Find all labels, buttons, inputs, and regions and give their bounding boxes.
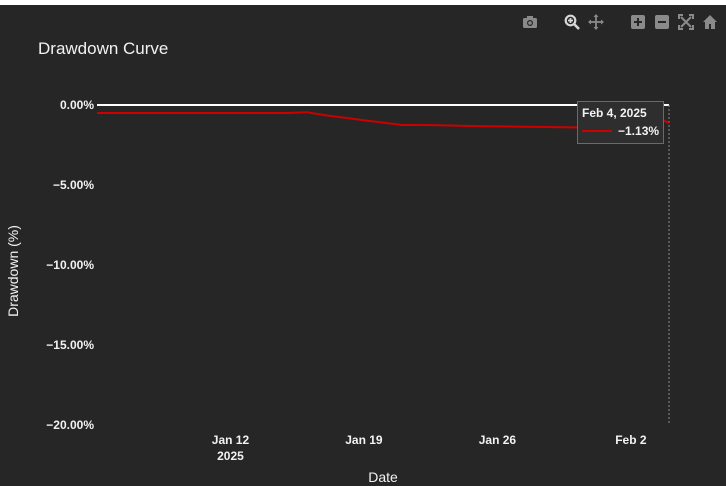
autoscale-icon[interactable] (678, 14, 694, 30)
hover-tooltip: Feb 4, 2025 −1.13% (577, 101, 665, 144)
drawdown-data-point (148, 107, 160, 119)
drawdown-data-point (415, 119, 427, 131)
x-tick-label: Jan 19 (345, 433, 383, 447)
reset-axes-icon[interactable] (702, 14, 718, 30)
drawdown-data-point (320, 109, 332, 121)
drawdown-data-point (186, 107, 198, 119)
drawdown-data-point (167, 107, 179, 119)
y-axis-title: Drawdown (%) (5, 225, 21, 317)
camera-icon[interactable] (522, 14, 538, 30)
x-tick-label: Jan 12 (212, 433, 250, 447)
hover-value-label: −1.13% (618, 124, 660, 138)
drawdown-data-point (549, 121, 561, 133)
drawdown-data-point (282, 107, 294, 119)
drawdown-chart[interactable]: 0.00% −5.00% −10.00% −15.00% −20.00% Jan 12 20… (0, 5, 726, 486)
drawdown-data-point (377, 117, 389, 129)
drawdown-data-point (224, 107, 236, 119)
drawdown-data-point (396, 119, 408, 131)
drawdown-data-point (510, 121, 522, 133)
plot-area[interactable]: 0.00% −5.00% −10.00% −15.00% −20.00% Jan 12 20… (0, 5, 726, 486)
y-tick-label: −20.00% (46, 418, 94, 432)
y-tick-label: −15.00% (46, 338, 94, 352)
y-tick-label: −5.00% (53, 178, 94, 192)
drawdown-data-point (663, 117, 675, 129)
zoom-in-icon[interactable] (630, 14, 646, 30)
y-tick-label: −10.00% (46, 258, 94, 272)
zoom-out-icon[interactable] (654, 14, 670, 30)
x-tick-label: Jan 26 (479, 433, 517, 447)
drawdown-data-point (491, 120, 503, 132)
y-tick-label: 0.00% (60, 98, 94, 112)
drawdown-data-point (434, 119, 446, 131)
hover-date-label: Feb 4, 2025 (582, 106, 647, 120)
hover-value-row: −1.13% (582, 124, 659, 138)
x-axis-title: Date (368, 469, 398, 485)
drawdown-data-point (530, 121, 542, 133)
drawdown-series-line (97, 111, 670, 129)
drawdown-data-point (205, 107, 217, 119)
drawdown-data-point (301, 106, 313, 118)
x-tick-label: Feb 2 (615, 433, 647, 447)
modebar (522, 14, 718, 30)
drawdown-data-point (263, 107, 275, 119)
pan-icon[interactable] (588, 14, 604, 30)
drawdown-data-point (453, 120, 465, 132)
drawdown-data-point (129, 107, 141, 119)
hover-series-swatch (582, 130, 612, 132)
drawdown-data-point (91, 107, 103, 119)
drawdown-data-point (472, 120, 484, 132)
zoom-icon[interactable] (564, 14, 580, 30)
drawdown-data-point (110, 107, 122, 119)
drawdown-data-point (244, 107, 256, 119)
drawdown-data-point (339, 112, 351, 124)
x-tick-sublabel: 2025 (217, 449, 244, 463)
chart-title: Drawdown Curve (38, 39, 169, 58)
drawdown-data-point (358, 114, 370, 126)
